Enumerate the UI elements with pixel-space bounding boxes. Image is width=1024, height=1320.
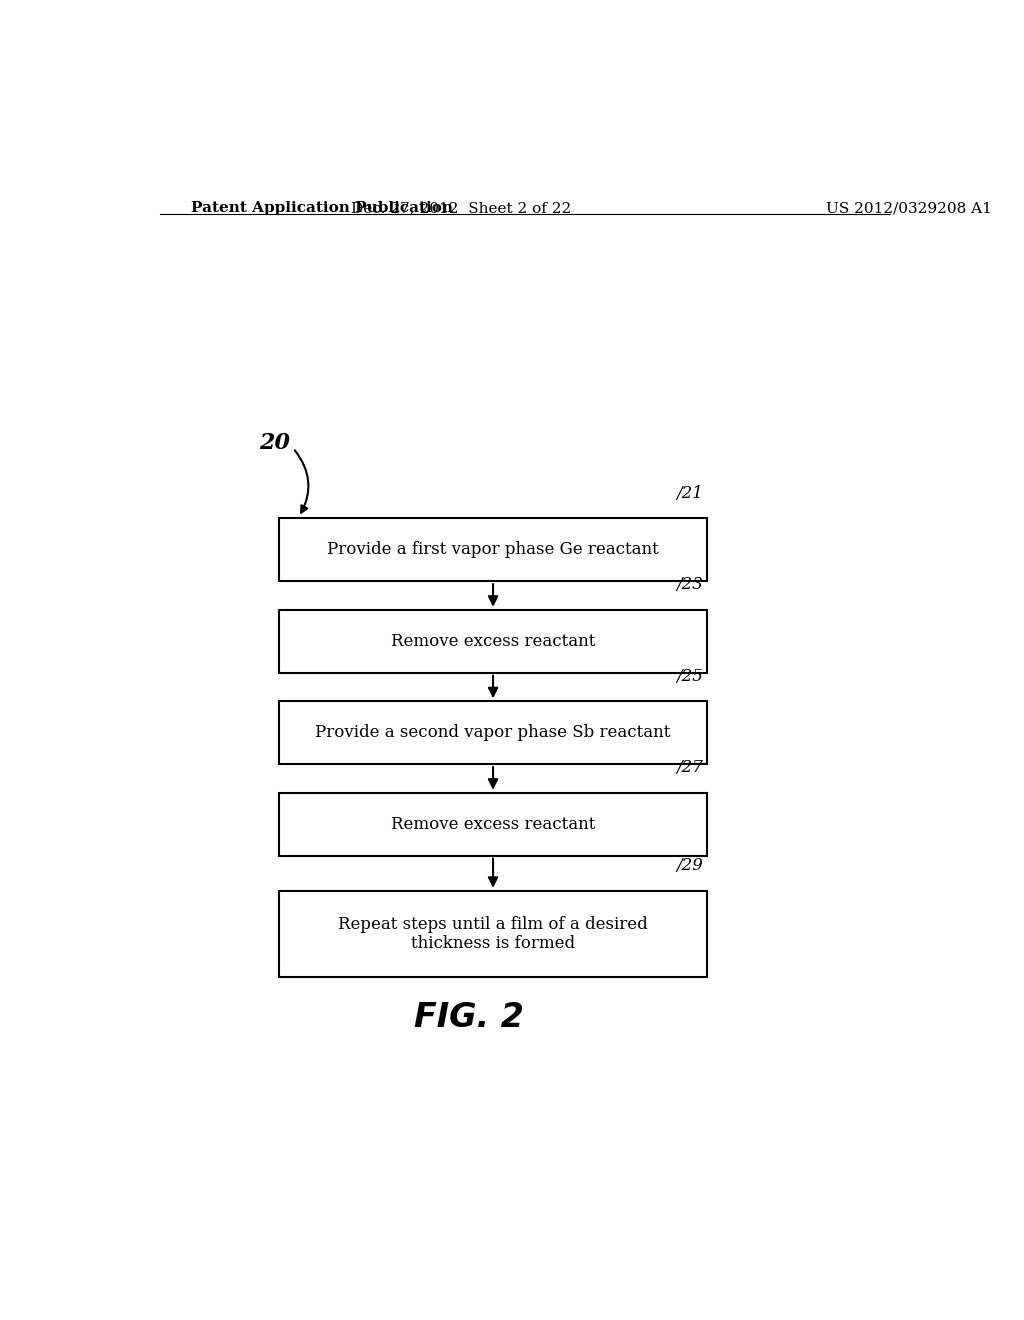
Text: Provide a second vapor phase Sb reactant: Provide a second vapor phase Sb reactant <box>315 725 671 741</box>
Text: /25: /25 <box>677 668 703 685</box>
Text: 20: 20 <box>259 432 291 454</box>
Text: Provide a first vapor phase Ge reactant: Provide a first vapor phase Ge reactant <box>328 541 658 558</box>
Text: FIG. 2: FIG. 2 <box>415 1001 524 1034</box>
Text: Patent Application Publication: Patent Application Publication <box>191 201 454 215</box>
Text: US 2012/0329208 A1: US 2012/0329208 A1 <box>826 201 992 215</box>
Text: /21: /21 <box>677 484 703 502</box>
FancyBboxPatch shape <box>279 610 708 673</box>
Text: /23: /23 <box>677 577 703 594</box>
Text: Repeat steps until a film of a desired
thickness is formed: Repeat steps until a film of a desired t… <box>338 916 648 952</box>
Text: Dec. 27, 2012  Sheet 2 of 22: Dec. 27, 2012 Sheet 2 of 22 <box>351 201 571 215</box>
FancyBboxPatch shape <box>279 891 708 977</box>
FancyBboxPatch shape <box>279 701 708 764</box>
Text: Remove excess reactant: Remove excess reactant <box>391 632 595 649</box>
FancyBboxPatch shape <box>279 519 708 581</box>
Text: /29: /29 <box>677 858 703 874</box>
Text: Remove excess reactant: Remove excess reactant <box>391 816 595 833</box>
Text: /27: /27 <box>677 759 703 776</box>
FancyBboxPatch shape <box>279 792 708 855</box>
